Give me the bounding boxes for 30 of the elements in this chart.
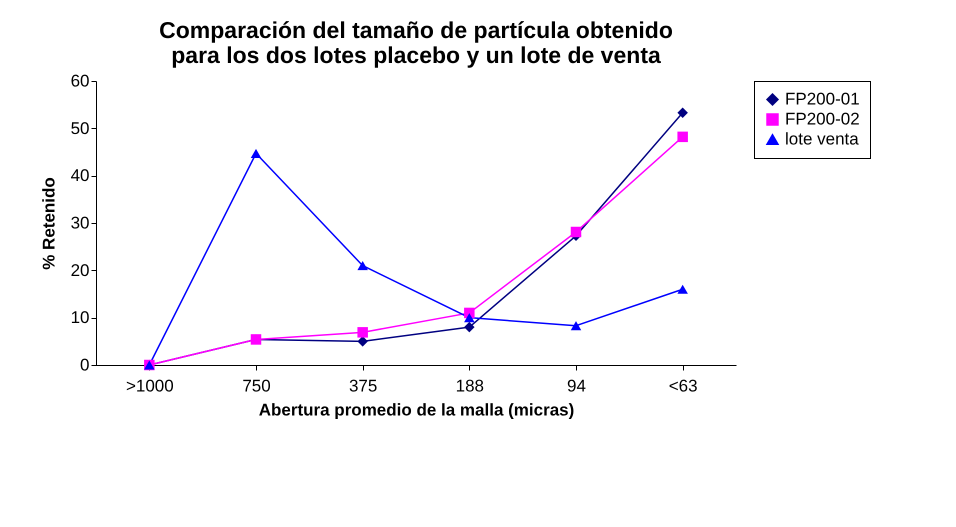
point <box>357 336 368 347</box>
legend-label: FP200-02 <box>785 110 860 128</box>
y-tick-label: 30 <box>70 214 90 232</box>
point <box>677 107 688 118</box>
x-axis-title: Abertura promedio de la malla (micras) <box>258 400 574 420</box>
x-tick-label: <63 <box>668 376 698 396</box>
y-tick-label: 0 <box>80 356 90 374</box>
y-axis-title: % Retenido <box>40 177 59 270</box>
legend-label: lote venta <box>785 130 860 148</box>
legend-label: FP200-01 <box>785 90 860 108</box>
point <box>250 148 262 158</box>
x-tick-label: 375 <box>348 376 378 396</box>
chart-title: Comparación del tamaño de partícula obtenido para los dos lotes placebo y un lote de venta <box>159 17 673 68</box>
point <box>677 284 688 294</box>
x-tick-label: >1000 <box>126 376 174 396</box>
y-tick-label: 40 <box>70 166 90 186</box>
point <box>357 327 368 338</box>
point <box>464 313 475 322</box>
x-tick-label: 188 <box>456 376 484 396</box>
point <box>570 226 582 238</box>
point <box>357 261 368 270</box>
point <box>677 132 688 142</box>
y-tick-label: 50 <box>70 118 90 138</box>
y-tick-label: 20 <box>70 260 90 280</box>
y-tick-label: 60 <box>70 72 90 90</box>
y-tick-label: 10 <box>70 308 90 328</box>
point <box>570 321 582 330</box>
x-tick-label: 750 <box>242 376 271 396</box>
point <box>464 322 475 332</box>
x-tick-label: 94 <box>567 376 586 396</box>
